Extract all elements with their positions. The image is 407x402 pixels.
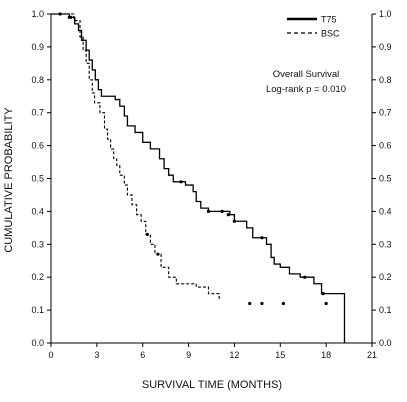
x-tick-label: 0 [48,350,53,360]
x-tick-label: 15 [275,350,285,360]
censor-mark-t75 [260,236,264,240]
legend-label-bsc: BSC [321,29,340,39]
left-axis: 0.0 0.1 0.2 0.3 0.4 0.5 0.6 0.7 0.8 0.9 1.0 [31,9,51,348]
censor-mark-bsc [324,301,328,306]
y-tick-label-right: 0.5 [379,174,392,184]
y-tick-label-left: 1.0 [31,9,44,19]
y-tick-label-right: 1.0 [379,9,392,19]
right-axis: 0.0 0.1 0.2 0.3 0.4 0.5 0.6 0.7 0.8 0.9 1.0 [372,9,392,348]
censor-mark-t75 [58,12,62,16]
y-tick-label-left: 0.3 [31,239,44,249]
y-tick-label-right: 0.2 [379,272,392,282]
y-tick-label-left: 0.5 [31,174,44,184]
y-tick-label-left: 0.9 [31,42,44,52]
y-tick-label-left: 0.0 [31,338,44,348]
y-tick-label-right: 0.8 [379,75,392,85]
censor-mark-t75 [220,209,224,213]
censor-mark-t75 [226,213,230,217]
x-tick-label: 6 [140,350,145,360]
y-tick-label-right: 0.1 [379,305,392,315]
censor-mark-bsc [156,252,160,256]
y-tick-label-right: 0.3 [379,239,392,249]
series-line-bsc [51,13,220,301]
y-tick-label-left: 0.6 [31,141,44,151]
legend: T75 BSC [287,15,340,39]
censor-mark-bsc [145,232,149,237]
series-line-t75 [51,13,346,343]
censor-mark-bsc [281,301,285,306]
x-tick-label: 3 [94,350,99,360]
x-tick-label: 21 [367,350,377,360]
y-tick-label-right: 0.4 [379,206,392,216]
series-layer [51,12,346,343]
y-tick-label-left: 0.4 [31,206,44,216]
censor-mark-t75 [232,219,237,223]
annotation-title: Overall Survival [273,69,340,80]
y-axis-title: CUMULATIVE PROBABILITY [3,107,15,253]
censor-mark-t75 [303,275,307,279]
x-tick-label: 18 [321,350,331,360]
y-tick-label-right: 0.6 [379,141,392,151]
censor-mark-t75 [206,209,211,213]
censor-mark-t75 [321,292,325,296]
y-tick-label-left: 0.1 [31,305,44,315]
legend-label-t75: T75 [321,15,337,25]
y-tick-label-right: 0.7 [379,108,392,118]
x-axis: 0 3 6 9 12 15 18 21 [48,343,377,360]
x-axis-title: SURVIVAL TIME (MONTHS) [142,379,282,391]
x-tick-label: 9 [186,350,191,360]
y-tick-label-right: 0.0 [379,338,392,348]
x-tick-label: 12 [229,350,239,360]
y-tick-label-left: 0.7 [31,108,44,118]
censor-mark-t75 [179,180,183,184]
y-tick-label-left: 0.8 [31,75,44,85]
censor-mark-bsc [260,301,264,306]
censor-mark-bsc [248,301,252,306]
censor-mark-bsc [67,15,71,19]
y-tick-label-left: 0.2 [31,272,44,282]
y-tick-label-right: 0.9 [379,42,392,52]
annotation-pvalue: Log-rank p = 0.010 [266,84,346,95]
